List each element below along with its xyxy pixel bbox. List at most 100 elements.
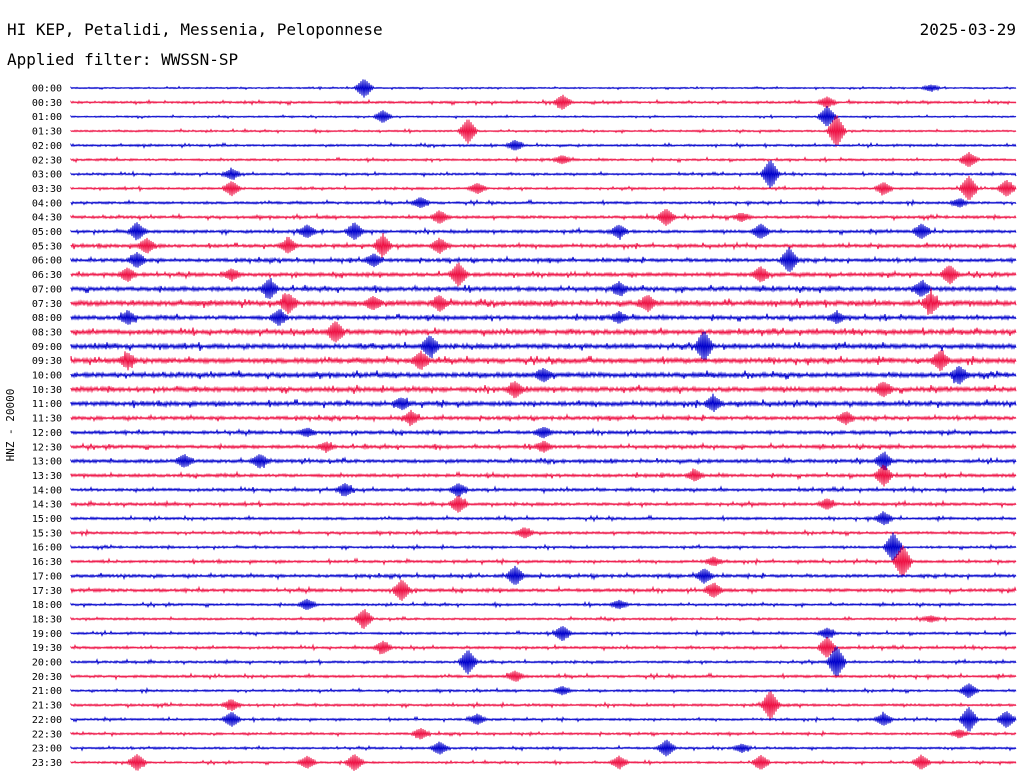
row-label: 15:00 [32,514,62,525]
row-label: 01:30 [32,127,62,138]
station-title: HI KEP, Petalidi, Messenia, Peloponnese [7,20,383,39]
seismic-trace [70,94,1017,110]
row-label: 22:30 [32,729,62,740]
seismic-trace [70,739,1017,757]
seismic-trace [70,707,1017,732]
row-label: 04:30 [32,213,62,224]
seismic-trace [70,609,1017,629]
row-label: 06:30 [32,270,62,281]
seismic-trace [70,691,1017,720]
seismic-trace [70,565,1017,585]
row-label: 02:00 [32,141,62,152]
row-label: 13:00 [32,457,62,468]
row-label: 05:00 [32,227,62,238]
row-label: 18:30 [32,614,62,625]
seismic-trace [70,309,1017,326]
seismic-trace [70,247,1017,272]
seismic-trace [70,626,1017,642]
row-label: 16:30 [32,557,62,568]
seismic-trace [70,579,1017,601]
seismic-trace [70,288,1017,315]
seismic-trace [70,495,1017,513]
seismic-trace [70,79,1017,98]
seismic-trace [70,175,1017,200]
row-label: 19:00 [32,629,62,640]
row-label: 10:00 [32,371,62,382]
row-label: 23:30 [32,758,62,769]
row-label: 02:30 [32,155,62,166]
row-label: 16:00 [32,543,62,554]
seismic-trace [70,636,1017,658]
seismic-trace [70,545,1017,578]
row-label: 00:00 [32,84,62,95]
row-label: 04:00 [32,198,62,209]
seismic-trace [70,683,1017,699]
row-label: 22:00 [32,715,62,726]
row-label: 21:30 [32,701,62,712]
seismic-trace [70,262,1017,287]
row-label: 07:00 [32,284,62,295]
row-label: 15:30 [32,528,62,539]
seismic-trace [70,197,1017,208]
row-label: 03:30 [32,184,62,195]
seismic-trace [70,233,1017,258]
seismic-trace [70,527,1017,539]
seismic-trace [70,483,1017,497]
row-label: 20:00 [32,658,62,669]
row-label: 01:00 [32,112,62,123]
date-label: 2025-03-29 [919,20,1016,39]
seismic-trace [70,209,1017,226]
row-label: 12:30 [32,442,62,453]
row-label: 13:30 [32,471,62,482]
row-label: 18:00 [32,600,62,611]
seismic-trace [70,670,1017,682]
seismic-trace [70,451,1017,471]
seismic-trace [70,532,1017,561]
row-label: 10:30 [32,385,62,396]
seismic-trace [70,115,1017,148]
seismic-trace [70,381,1017,399]
row-label: 17:00 [32,571,62,582]
row-label: 08:30 [32,327,62,338]
row-label: 14:30 [32,500,62,511]
seismic-trace [70,321,1017,343]
seismic-trace [70,598,1017,610]
row-label: 17:30 [32,586,62,597]
row-label: 12:00 [32,428,62,439]
filter-label: Applied filter: WWSSN-SP [7,50,239,69]
row-label: 20:30 [32,672,62,683]
seismic-trace [70,409,1017,427]
row-label: 14:00 [32,485,62,496]
seismic-trace [70,440,1017,454]
seismic-trace [70,222,1017,241]
seismic-trace [70,511,1017,526]
row-label: 06:00 [32,256,62,267]
seismic-trace [70,160,1017,189]
row-label: 23:00 [32,744,62,755]
row-label: 03:00 [32,170,62,181]
row-label: 21:00 [32,686,62,697]
seismic-trace [70,754,1017,771]
row-label: 09:00 [32,342,62,353]
seismic-trace [70,393,1017,413]
seismic-trace [70,646,1017,678]
row-label: 05:30 [32,241,62,252]
seismic-trace [70,350,1017,372]
row-label: 11:30 [32,414,62,425]
seismic-trace [70,331,1017,362]
row-label-group: 00:00 00:30 01:00 01:30 02:00 02:30 03:00 03:30… [32,84,62,769]
seismic-trace [70,464,1017,487]
trace-group [70,79,1017,771]
row-label: 11:00 [32,399,62,410]
seismic-trace [70,727,1017,740]
seismic-trace [70,140,1017,151]
row-label: 07:30 [32,299,62,310]
row-label: 00:30 [32,98,62,109]
seismic-trace [70,278,1017,300]
seismic-trace [70,106,1017,127]
row-label: 19:30 [32,643,62,654]
seismic-trace [70,427,1017,439]
row-label: 08:00 [32,313,62,324]
row-label: 09:30 [32,356,62,367]
